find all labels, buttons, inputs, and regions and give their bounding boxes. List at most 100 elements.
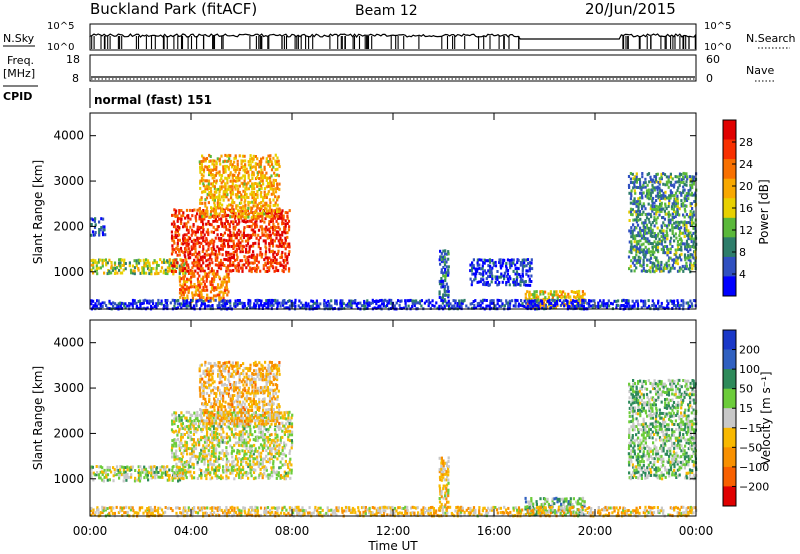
data-cell [232, 468, 235, 472]
data-cell [210, 247, 213, 250]
data-cell [262, 182, 265, 186]
data-cell [251, 170, 254, 174]
data-cell [243, 427, 246, 431]
data-cell [390, 298, 393, 302]
data-cell [238, 299, 241, 302]
data-cell [671, 202, 674, 206]
data-cell [624, 301, 627, 305]
data-cell [263, 302, 266, 306]
data-cell [288, 242, 291, 246]
data-cell [275, 258, 278, 262]
data-cell [224, 304, 227, 308]
data-cell [227, 174, 230, 178]
data-cell [152, 267, 155, 271]
data-cell [251, 196, 254, 200]
data-cell [146, 264, 149, 268]
data-cell [216, 459, 219, 463]
data-cell [213, 438, 216, 442]
data-cell [270, 250, 273, 253]
data-cell [368, 301, 371, 305]
data-cell [229, 256, 232, 260]
data-cell [257, 462, 261, 466]
data-cell [185, 238, 188, 242]
data-cell [673, 299, 676, 303]
data-cell [685, 239, 689, 243]
data-cell [633, 234, 636, 238]
data-cell [101, 473, 104, 476]
data-cell [178, 447, 181, 450]
data-cell [232, 433, 236, 437]
data-cell [553, 293, 556, 297]
data-cell [640, 243, 643, 247]
data-cell [183, 425, 186, 429]
data-cell [447, 285, 450, 289]
data-cell [96, 261, 99, 265]
data-cell [595, 304, 598, 308]
data-cell [274, 201, 277, 205]
data-cell [106, 478, 109, 482]
data-cell [485, 277, 488, 281]
data-cell [230, 263, 233, 267]
data-cell [216, 256, 219, 260]
data-cell [678, 207, 681, 211]
data-cell [200, 160, 203, 163]
data-cell [145, 271, 148, 275]
data-cell [126, 473, 129, 476]
data-cell [413, 301, 416, 305]
data-cell [445, 274, 448, 278]
data-cell [229, 163, 232, 166]
data-cell [194, 264, 197, 268]
data-cell [440, 268, 443, 272]
data-cell [205, 468, 208, 472]
data-cell [648, 220, 651, 224]
data-cell [689, 193, 692, 197]
data-cell [633, 210, 636, 214]
data-cell [648, 258, 651, 262]
data-cell [198, 297, 202, 301]
data-cell [682, 171, 685, 175]
data-cell [249, 451, 252, 455]
data-cell [677, 301, 680, 305]
data-cell [676, 199, 679, 203]
data-cell [498, 275, 501, 279]
data-cell [236, 457, 239, 461]
data-cell [397, 299, 400, 303]
data-cell [648, 180, 651, 184]
data-cell [214, 228, 217, 232]
data-cell [275, 230, 278, 234]
data-cell [655, 180, 658, 184]
data-cell [627, 175, 631, 178]
data-cell [500, 299, 503, 303]
data-cell [633, 304, 636, 308]
data-cell [276, 187, 279, 190]
data-cell [271, 249, 274, 253]
data-cell [487, 264, 490, 268]
data-cell [665, 224, 668, 228]
data-cell [684, 258, 687, 262]
data-cell [691, 304, 694, 308]
data-cell [135, 259, 138, 263]
data-cell [240, 176, 243, 180]
data-cell [462, 299, 465, 303]
data-cell [157, 471, 160, 474]
data-cell [238, 467, 241, 471]
data-cell [274, 450, 277, 453]
data-cell [207, 253, 210, 257]
data-cell [178, 271, 181, 275]
data-cell [195, 430, 198, 434]
data-cell [211, 269, 214, 273]
data-cell [675, 224, 678, 228]
data-cell [198, 241, 201, 245]
data-cell [441, 295, 444, 299]
data-cell [227, 306, 230, 310]
data-cell [448, 304, 451, 308]
data-cell [126, 465, 129, 469]
data-cell [282, 270, 285, 274]
data-cell [533, 295, 536, 299]
data-cell [275, 207, 278, 211]
data-cell [687, 254, 690, 258]
data-cell [178, 440, 181, 444]
data-cell [270, 441, 273, 445]
data-cell [644, 236, 647, 240]
data-cell [244, 192, 247, 196]
